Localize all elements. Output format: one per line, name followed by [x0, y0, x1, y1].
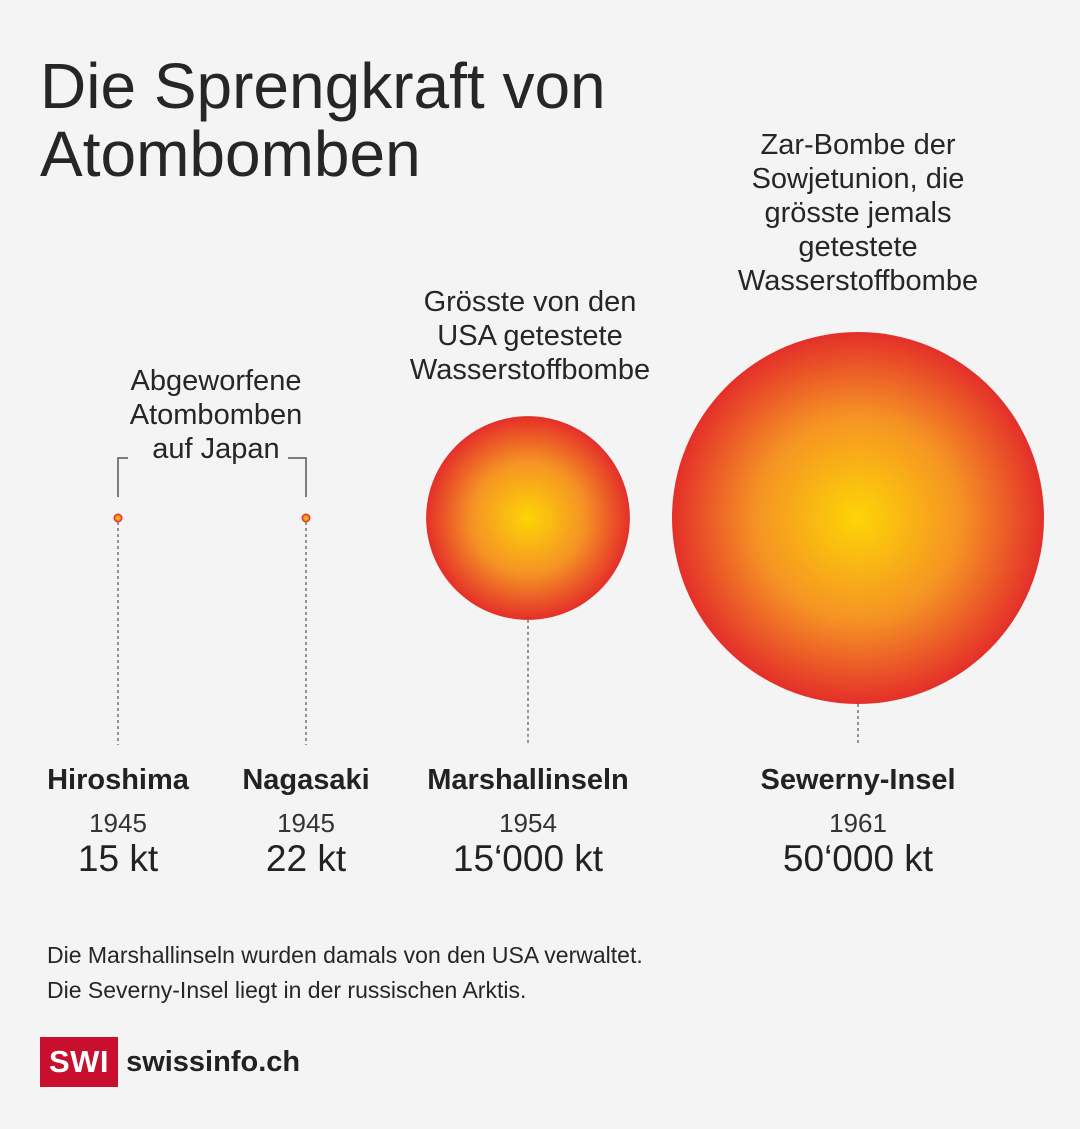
annotation-tsar-line-2: Sowjetunion, die — [751, 163, 965, 195]
bubble-hiroshima — [113, 513, 123, 523]
place-label-sewerny-insel: Sewerny-Insel — [760, 764, 956, 796]
yield-label-hiroshima: 15 kt — [77, 838, 159, 879]
annotation-tsar: Zar-Bombe der Sowjetunion, die grösste j… — [680, 128, 1036, 298]
japan-bracket — [117, 457, 307, 497]
year-label-hiroshima: 1945 — [89, 808, 147, 838]
title-line-1: Die Sprengkraft von — [40, 50, 606, 122]
annotation-usa-line-1: Grösste von den — [423, 286, 637, 318]
place-label-marshallinseln: Marshallinseln — [427, 764, 629, 796]
yield-label-sewerny-insel: 50‘000 kt — [782, 838, 934, 879]
yield-label-marshallinseln: 15‘000 kt — [452, 838, 604, 879]
place-label-nagasaki: Nagasaki — [242, 764, 370, 796]
logo-text: swissinfo.ch — [126, 1045, 301, 1078]
swissinfo-logo: SWI swissinfo.ch — [40, 1037, 300, 1087]
page-title: Die Sprengkraft von Atombomben — [40, 52, 606, 188]
title-line-2: Atombomben — [40, 118, 421, 190]
annotation-tsar-line-3: grösste jemals — [764, 197, 952, 229]
annotation-japan-line-1: Abgeworfene — [130, 365, 302, 397]
chart-marks — [113, 332, 1044, 745]
year-label-nagasaki: 1945 — [277, 808, 335, 838]
logo-badge: SWI — [40, 1037, 119, 1087]
year-label-sewerny-insel: 1961 — [829, 808, 887, 838]
annotation-japan-line-3: auf Japan — [152, 433, 280, 465]
footnote-line-1: Die Marshallinseln wurden damals von den… — [47, 942, 643, 968]
place-label-hiroshima: Hiroshima — [47, 764, 189, 796]
bubble-nagasaki — [301, 513, 311, 523]
annotation-japan-line-2: Atombomben — [129, 399, 303, 431]
annotation-japan: Abgeworfene Atombomben auf Japan — [96, 364, 336, 466]
footnote: Die Marshallinseln wurden damals von den… — [47, 938, 643, 1008]
bubble-marshallinseln — [426, 416, 630, 620]
annotation-usa: Grösste von den USA getestete Wasserstof… — [360, 285, 700, 387]
annotation-usa-line-3: Wasserstoffbombe — [409, 354, 651, 386]
bubble-sewerny-insel — [672, 332, 1044, 704]
annotation-tsar-line-4: getestete — [798, 231, 918, 263]
yield-label-nagasaki: 22 kt — [265, 838, 347, 879]
annotation-usa-line-2: USA getestete — [437, 320, 623, 352]
footnote-line-2: Die Severny-Insel liegt in der russische… — [47, 977, 527, 1003]
annotation-tsar-line-5: Wasserstoffbombe — [737, 265, 979, 297]
annotation-tsar-line-1: Zar-Bombe der — [760, 129, 956, 161]
year-label-marshallinseln: 1954 — [499, 808, 557, 838]
